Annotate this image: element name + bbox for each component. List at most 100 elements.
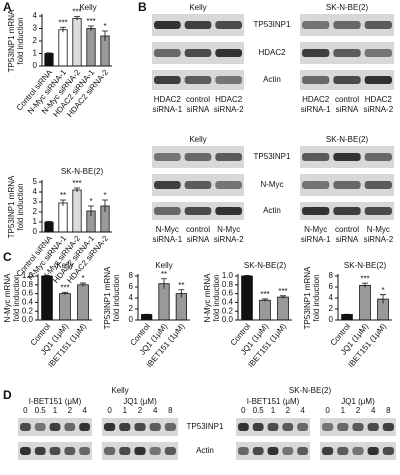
cell-line-title: Kelly [111, 386, 128, 395]
bar [44, 53, 54, 67]
blot-band [333, 153, 361, 161]
blot-band [154, 153, 181, 161]
blot-band [154, 207, 181, 215]
cell-line-title: SK-N-BE(2) [289, 386, 332, 395]
y-tick-label: 2 [129, 304, 134, 313]
error-bar [143, 313, 150, 315]
blot-band [297, 423, 308, 431]
significance: * [89, 197, 92, 206]
cell-line-title: SK-N-BE(2) [326, 3, 369, 12]
blot-band [352, 447, 364, 455]
y-tick-label: 2 [329, 304, 334, 313]
y-axis-label: TP53INP1 mRNA [7, 9, 16, 72]
significance: *** [260, 290, 269, 299]
blot-band [333, 21, 361, 29]
y-axis-label: fold induction [112, 274, 121, 321]
blot-band [252, 447, 264, 455]
blot-band [104, 423, 116, 431]
significance: *** [60, 283, 69, 292]
lane-label: siRNA-2 [363, 105, 393, 114]
y-tick-label: 3 [33, 24, 38, 33]
y-tick-label: 1.0 [222, 271, 234, 280]
blot-band [154, 76, 181, 84]
lane-label: siRNA-2 [363, 235, 393, 244]
row-label: N-Myc [260, 180, 283, 189]
lane-label: N-Myc [367, 225, 390, 234]
blot-band [20, 423, 31, 431]
significance: *** [278, 287, 287, 296]
blot-band [184, 21, 212, 29]
significance: ** [60, 191, 66, 200]
y-tick-label: 0.0 [222, 315, 234, 324]
error-bar [380, 294, 386, 304]
blot-band [333, 207, 361, 215]
y-tick-label: 6 [129, 282, 134, 291]
blot-band [184, 76, 212, 84]
lane-label: siRNA-1 [301, 235, 331, 244]
blot-band [79, 423, 90, 431]
blot-band [20, 447, 31, 455]
blot-band [238, 447, 249, 455]
blot-band [382, 423, 394, 431]
dose-label: 4 [153, 406, 158, 415]
significance: ** [161, 270, 167, 279]
lane-label: HDAC2 [154, 95, 182, 104]
y-tick-label: 0 [33, 227, 38, 236]
blot-band [64, 447, 76, 455]
chart-title: Kelly [56, 261, 73, 270]
y-tick-label: 0.4 [22, 298, 34, 307]
axis [41, 180, 112, 233]
y-tick-label: 8 [129, 271, 134, 280]
row-label: TP53INP1 [254, 20, 291, 29]
row-label: Actin [263, 206, 281, 215]
blot-band [164, 423, 176, 431]
blot-band [302, 76, 330, 84]
dose-label: 8 [168, 406, 173, 415]
y-tick-label: 6 [329, 282, 334, 291]
y-tick-label: 5 [33, 177, 38, 186]
dose-label: 0.5 [253, 406, 265, 415]
y-axis-label: fold induction [212, 274, 221, 321]
lane-label: siRNA-1 [152, 235, 182, 244]
axis [137, 274, 190, 321]
y-tick-label: 0.4 [222, 298, 234, 307]
bar [59, 293, 71, 321]
lane-label: N-Myc [304, 225, 327, 234]
blot-band [364, 76, 392, 84]
bar [86, 28, 96, 67]
blot-band [184, 153, 212, 161]
lane-label: siRNA [336, 105, 359, 114]
bar [175, 293, 187, 321]
lane-label: control [335, 225, 359, 234]
bar [241, 275, 253, 321]
significance: *** [86, 17, 95, 26]
bar [158, 283, 170, 321]
blot-band [154, 49, 181, 57]
y-tick-label: 0.8 [22, 280, 34, 289]
axis [41, 14, 112, 67]
chart-title: SK-N-BE(2) [344, 261, 387, 270]
error-bar [88, 25, 94, 31]
y-axis-label: fold induction [312, 274, 321, 321]
lane-label: N-Myc [217, 225, 240, 234]
significance: * [103, 22, 106, 31]
error-bar [62, 291, 68, 295]
bar [341, 314, 353, 321]
blot-band [134, 447, 146, 455]
blot-band [322, 447, 334, 455]
treatment-label: JQ1 (μM) [123, 397, 157, 406]
significance: * [381, 286, 384, 295]
dose-label: 0 [241, 406, 246, 415]
cell-line-title: Kelly [189, 3, 206, 12]
y-axis-label: fold induction [16, 17, 25, 64]
dose-label: 4 [82, 406, 87, 415]
blot-band [64, 423, 76, 431]
blot-band [282, 447, 294, 455]
blot-band [154, 21, 181, 29]
y-tick-label: 4 [33, 11, 38, 20]
blot-band [267, 447, 279, 455]
dose-label: 8 [386, 406, 391, 415]
blot-band [267, 423, 279, 431]
significance: *** [360, 274, 369, 283]
